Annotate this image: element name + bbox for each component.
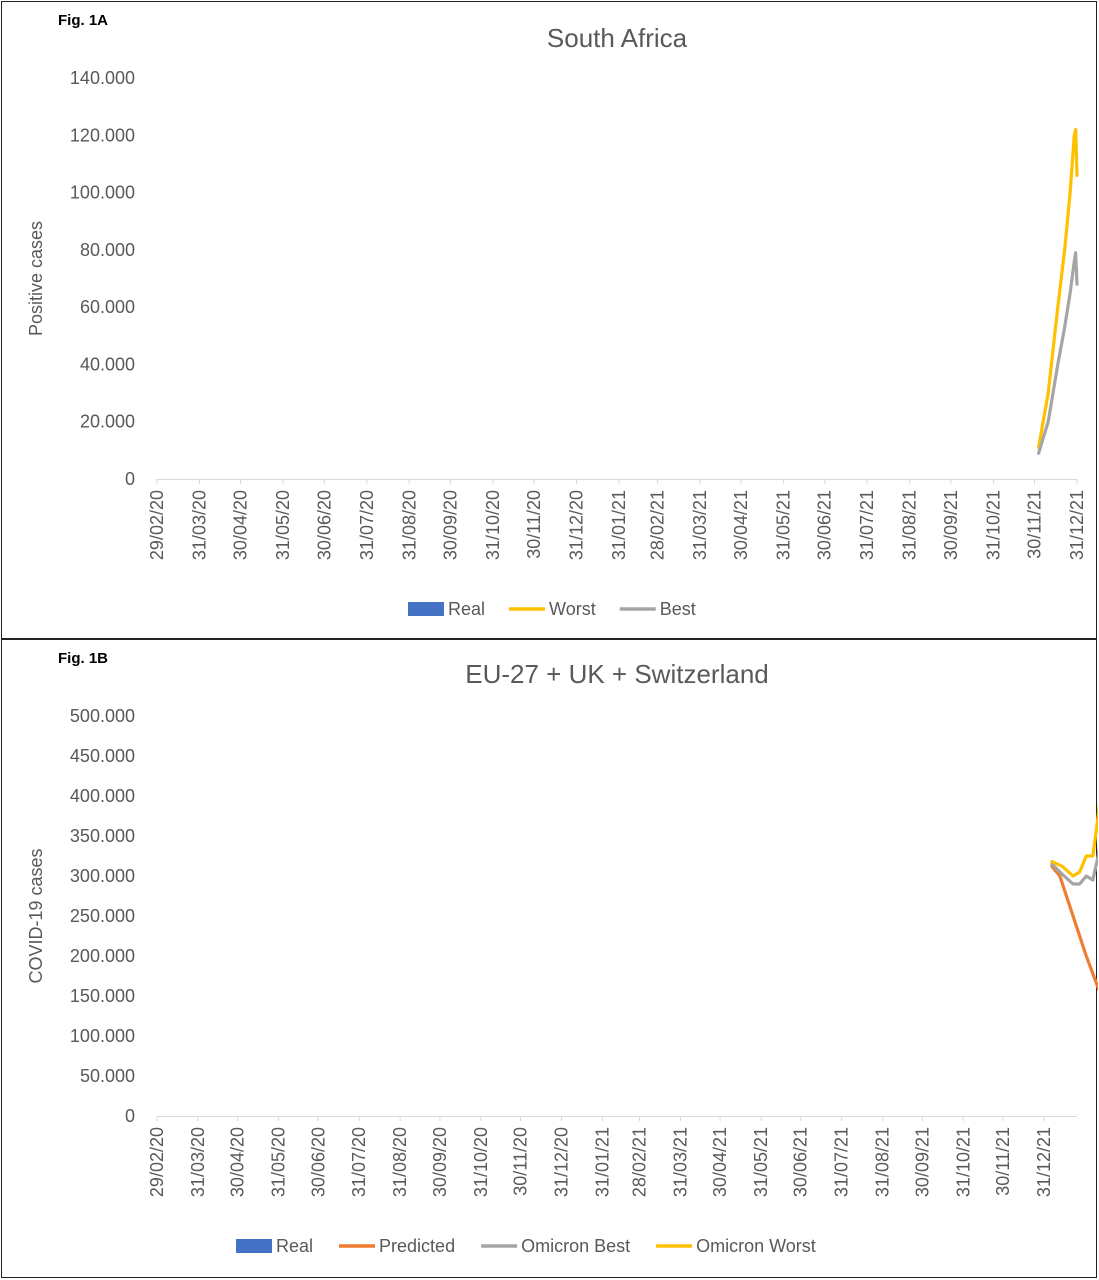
- x-tick-label: 31/10/21: [953, 1127, 973, 1197]
- x-tick-label: 31/08/20: [390, 1127, 410, 1197]
- x-tick-label: 30/11/20: [511, 1127, 531, 1196]
- x-tick-label: 29/02/20: [147, 1127, 167, 1197]
- y-tick-label: 150.000: [70, 986, 135, 1006]
- y-tick-label: 300.000: [70, 866, 135, 886]
- x-tick-label: 31/03/20: [188, 1127, 208, 1197]
- x-tick-label: 30/09/21: [912, 1127, 932, 1197]
- x-tick-label: 31/12/21: [1034, 1127, 1054, 1197]
- legend-label: Real: [276, 1236, 313, 1256]
- y-tick-label: 100.000: [70, 183, 135, 203]
- y-tick-label: 0: [125, 469, 135, 489]
- y-axis-label: Positive cases: [26, 221, 46, 336]
- x-tick-label: 30/06/20: [314, 490, 334, 560]
- x-tick-label: 31/03/21: [670, 1127, 690, 1197]
- legend-swatch: [236, 1239, 272, 1253]
- x-tick-label: 28/02/21: [647, 490, 667, 560]
- y-tick-label: 40.000: [80, 354, 135, 374]
- x-tick-label: 31/03/20: [190, 490, 210, 560]
- series-real-bars: [157, 860, 1053, 1116]
- legend-label: Worst: [549, 599, 596, 619]
- x-tick-label: 31/01/21: [609, 490, 629, 560]
- x-tick-label: 31/01/21: [592, 1127, 612, 1197]
- x-tick-label: 29/02/20: [147, 490, 167, 560]
- x-tick-label: 31/10/20: [483, 490, 503, 560]
- legend-label: Real: [448, 599, 485, 619]
- y-tick-label: 400.000: [70, 786, 135, 806]
- x-tick-label: 28/02/21: [629, 1127, 649, 1197]
- x-tick-label: 30/04/21: [731, 490, 751, 560]
- y-axis-label: COVID-19 cases: [26, 848, 46, 983]
- fig-label-b: Fig. 1B: [58, 650, 109, 667]
- y-tick-label: 50.000: [80, 1066, 135, 1086]
- y-tick-label: 250.000: [70, 906, 135, 926]
- x-tick-label: 31/05/21: [774, 490, 794, 560]
- x-tick-label: 30/09/20: [440, 490, 460, 560]
- x-tick-label: 31/12/21: [1067, 490, 1087, 560]
- fig-label-a: Fig. 1A: [58, 12, 109, 29]
- y-tick-label: 350.000: [70, 826, 135, 846]
- chart-panel-b: Fig. 1B EU-27 + UK + Switzerland COVID-19…: [1, 639, 1098, 1278]
- series-predicted-line: [1050, 864, 1098, 992]
- y-tick-label: 20.000: [80, 412, 135, 432]
- x-tick-label: 30/04/20: [231, 490, 251, 560]
- x-tick-label: 31/10/21: [983, 490, 1003, 560]
- x-tick-label: 30/11/21: [1024, 490, 1044, 559]
- y-tick-label: 140.000: [70, 68, 135, 88]
- y-tick-label: 450.000: [70, 746, 135, 766]
- chart-panel-a: Fig. 1A South Africa Positive cases 0 20.00…: [1, 1, 1097, 639]
- x-tick-label: 31/07/20: [357, 490, 377, 560]
- legend-label: Predicted: [379, 1236, 455, 1256]
- x-tick-label: 30/09/20: [430, 1127, 450, 1197]
- x-tick-label: 31/07/20: [349, 1127, 369, 1197]
- y-tick-label: 120.000: [70, 125, 135, 145]
- x-tick-label: 31/08/20: [399, 490, 419, 560]
- x-tick-label: 31/08/21: [873, 1127, 893, 1197]
- x-tick-label: 31/05/20: [273, 490, 293, 560]
- legend-label: Omicron Best: [521, 1236, 630, 1256]
- y-tick-label: 80.000: [80, 240, 135, 260]
- chart-title: EU-27 + UK + Switzerland: [465, 659, 768, 689]
- series-omicron-worst-line: [1050, 801, 1098, 878]
- series-omicron-best-line: [1050, 844, 1098, 886]
- x-tick-label: 31/08/21: [900, 490, 920, 560]
- x-tick-label: 31/07/21: [832, 1127, 852, 1197]
- x-tick-label: 30/09/21: [941, 490, 961, 560]
- legend-label: Omicron Worst: [696, 1236, 816, 1256]
- y-tick-label: 200.000: [70, 946, 135, 966]
- legend-swatch: [408, 602, 444, 616]
- x-tick-label: 30/11/21: [993, 1127, 1013, 1196]
- legend-label: Best: [660, 599, 696, 619]
- x-tick-label: 31/03/21: [690, 490, 710, 560]
- series-best-line: [1037, 251, 1079, 455]
- x-tick-label: 30/04/20: [228, 1127, 248, 1197]
- x-tick-label: 31/10/20: [471, 1127, 491, 1197]
- x-tick-label: 30/06/20: [308, 1127, 328, 1197]
- y-tick-label: 100.000: [70, 1026, 135, 1046]
- chart-b-svg: EU-27 + UK + Switzerland COVID-19 cases 0 5…: [26, 659, 1098, 1256]
- y-tick-label: 0: [125, 1106, 135, 1126]
- x-tick-label: 31/07/21: [857, 490, 877, 560]
- x-tick-label: 30/06/21: [815, 490, 835, 560]
- x-tick-label: 30/11/20: [524, 490, 544, 559]
- y-tick-label: 60.000: [80, 297, 135, 317]
- series-real-bars: [214, 423, 1041, 479]
- series-worst-line: [1037, 127, 1079, 450]
- x-tick-label: 30/04/21: [710, 1127, 730, 1197]
- x-tick-label: 31/05/21: [751, 1127, 771, 1197]
- x-tick-label: 30/06/21: [791, 1127, 811, 1197]
- x-tick-label: 31/05/20: [269, 1127, 289, 1197]
- y-tick-label: 500.000: [70, 706, 135, 726]
- chart-a-svg: South Africa Positive cases 0 20.000 40.000 6…: [26, 23, 1087, 619]
- x-tick-label: 31/12/20: [567, 490, 587, 560]
- chart-title: South Africa: [547, 23, 688, 53]
- x-tick-label: 31/12/20: [551, 1127, 571, 1197]
